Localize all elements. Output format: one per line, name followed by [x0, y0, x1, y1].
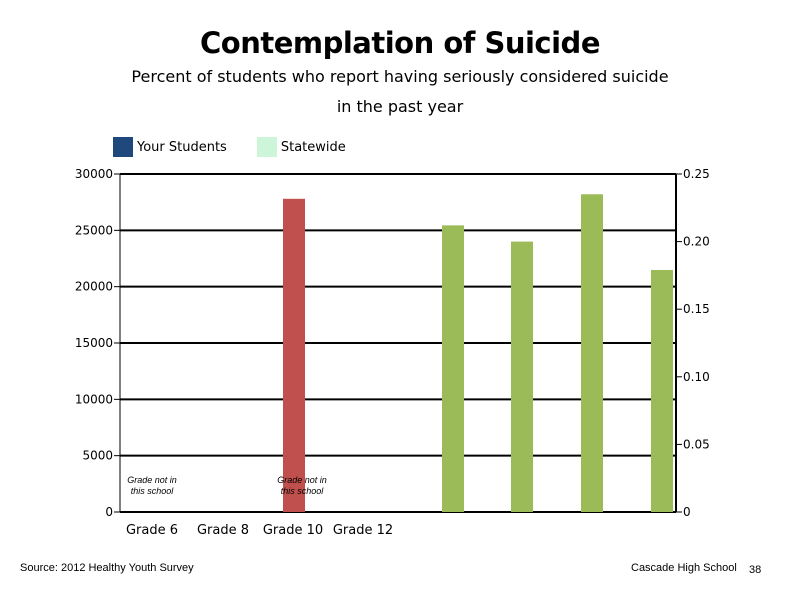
legend-label: Statewide	[280, 139, 346, 155]
left-tick-label: 30000	[75, 167, 113, 181]
annotation-line1: Grade not in	[127, 475, 177, 485]
right-tick-label: 0.15	[683, 302, 710, 316]
bar	[511, 241, 533, 512]
right-tick-label: 0.20	[683, 235, 710, 249]
legend-label: Your Students	[137, 139, 227, 155]
left-tick-label: 10000	[75, 392, 113, 406]
legend: Your Students Statewide	[113, 137, 376, 157]
annotation-line1: Grade not in	[277, 475, 327, 485]
left-tick-label: 0	[105, 505, 113, 519]
right-tick-label: 0	[683, 505, 691, 519]
legend-swatch	[113, 137, 133, 157]
legend-swatch	[256, 137, 277, 157]
chart-subtitle-line2: in the past year	[336, 97, 464, 116]
source-note: Source: 2012 Healthy Youth Survey	[20, 562, 194, 574]
left-tick-label: 5000	[82, 449, 113, 463]
annotation-line2: this school	[281, 486, 325, 496]
legend-item-statewide: Statewide	[256, 137, 346, 157]
left-tick-label: 15000	[75, 336, 113, 350]
bar	[442, 225, 464, 512]
annotation-line2: this school	[131, 486, 175, 496]
right-tick-label: 0.25	[683, 167, 710, 181]
category-label: Grade 10	[263, 523, 323, 538]
right-tick-label: 0.05	[683, 437, 710, 451]
bar	[651, 269, 673, 512]
legend-item-your-students: Your Students	[113, 137, 227, 157]
category-label: Grade 6	[126, 523, 178, 538]
bar	[283, 198, 305, 512]
category-label: Grade 12	[333, 523, 393, 538]
left-tick-label: 25000	[75, 223, 113, 237]
chart-subtitle-line1: Percent of students who report having se…	[131, 67, 669, 86]
left-tick-label: 20000	[75, 280, 113, 294]
category-label: Grade 8	[197, 523, 249, 538]
school-name: Cascade High School	[631, 562, 737, 574]
bar	[581, 194, 603, 512]
right-tick-label: 0.10	[683, 370, 710, 384]
page-number: 38	[749, 564, 762, 576]
chart-title: Contemplation of Suicide	[199, 26, 601, 60]
